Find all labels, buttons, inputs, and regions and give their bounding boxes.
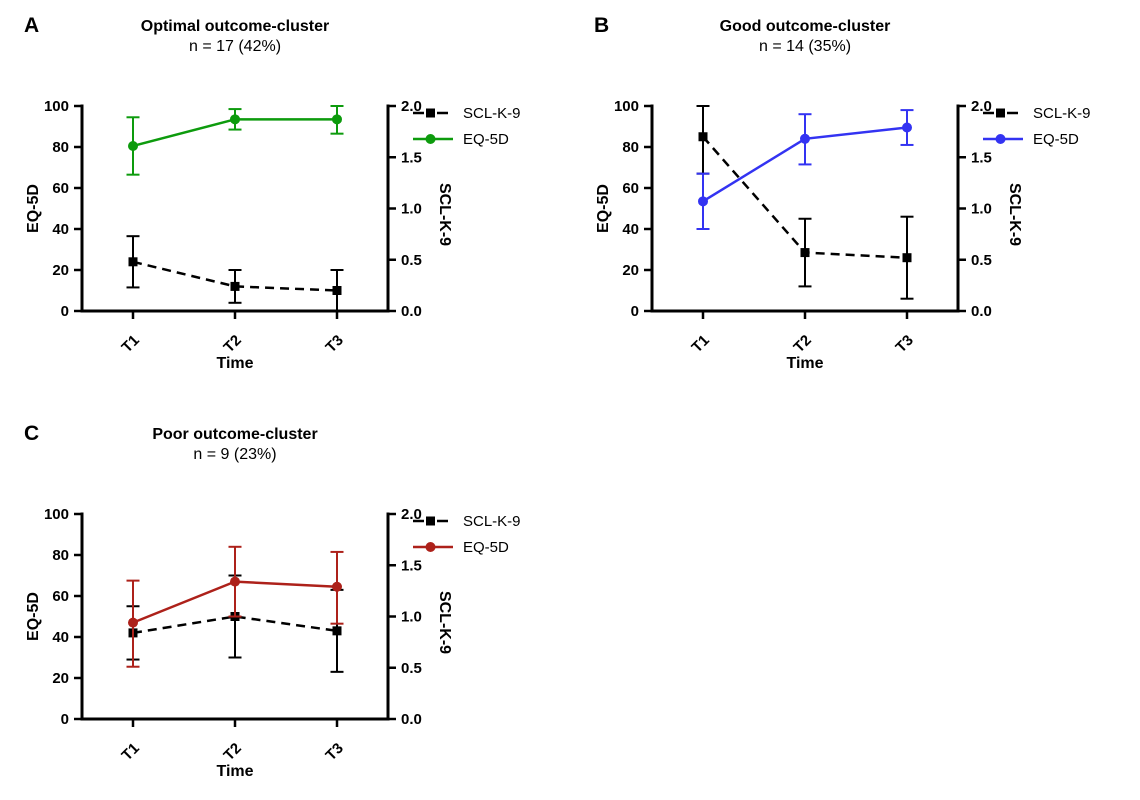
legend-label-scl: SCL-K-9 [463,512,521,530]
legend-label-scl: SCL-K-9 [1033,104,1091,122]
svg-text:100: 100 [44,506,69,523]
svg-text:Time: Time [786,355,823,372]
title-block-c: Poor outcome-cluster n = 9 (23%) [60,425,410,465]
svg-text:SCL-K-9: SCL-K-9 [1006,183,1023,246]
legend-eq-sample-icon [413,542,453,552]
chart-c: 0 20 40 60 80 100 0.0 0.5 1.0 1.5 2.0 T1 T2 T3 EQ-5D SC… [25,506,453,780]
svg-text:1.5: 1.5 [971,149,992,166]
legend-item-eq: EQ-5D [982,126,1091,152]
chart-subtitle-c: n = 9 (23%) [193,446,277,463]
svg-text:1.0: 1.0 [401,201,422,218]
svg-text:EQ-5D: EQ-5D [25,592,42,641]
legend-item-scl: SCL-K-9 [412,100,521,126]
legend-a: SCL-K-9 EQ-5D [412,100,521,152]
svg-text:EQ-5D: EQ-5D [25,184,42,233]
svg-text:60: 60 [622,180,639,197]
svg-text:T1: T1 [118,740,142,764]
svg-text:Time: Time [216,763,253,780]
legend-label-scl: SCL-K-9 [463,104,521,122]
chart-subtitle-a: n = 17 (42%) [188,38,282,55]
svg-text:80: 80 [622,139,639,156]
svg-text:T2: T2 [220,740,244,764]
svg-text:80: 80 [52,547,69,564]
svg-text:0.5: 0.5 [401,660,422,677]
legend-scl-sample-icon [983,108,1023,118]
chart-a: 0 20 40 60 80 100 0.0 0.5 1.0 1.5 2.0 T1 T2 T3 EQ-5D SC… [25,98,453,372]
svg-text:2.0: 2.0 [971,98,992,115]
svg-text:T2: T2 [220,332,244,356]
legend-label-eq: EQ-5D [463,538,509,556]
svg-text:SCL-K-9: SCL-K-9 [436,183,453,246]
svg-text:T3: T3 [322,332,346,356]
legend-b: SCL-K-9 EQ-5D [982,100,1091,152]
chart-title-a: Optimal outcome-cluster [140,18,330,35]
svg-text:SCL-K-9: SCL-K-9 [436,591,453,654]
chart-subtitle-b: n = 14 (35%) [758,38,852,55]
svg-text:T2: T2 [790,332,814,356]
legend-scl-sample-icon [413,108,453,118]
svg-text:1.5: 1.5 [401,557,422,574]
svg-text:20: 20 [52,262,69,279]
legend-item-scl: SCL-K-9 [412,508,521,534]
svg-text:40: 40 [52,221,69,238]
title-block-b: Good outcome-cluster n = 14 (35%) [630,17,980,57]
svg-text:2.0: 2.0 [401,98,422,115]
svg-text:20: 20 [52,670,69,687]
legend-scl-sample-icon [413,516,453,526]
svg-text:60: 60 [52,180,69,197]
legend-item-eq: EQ-5D [412,126,521,152]
panel-letter-a: A [24,14,40,37]
chart-b: 0 20 40 60 80 100 0.0 0.5 1.0 1.5 2.0 T1 T2 T3 EQ-5D SC… [595,98,1023,372]
chart-title-c: Poor outcome-cluster [152,426,318,443]
svg-text:20: 20 [622,262,639,279]
svg-text:T3: T3 [322,740,346,764]
svg-text:100: 100 [614,98,639,115]
svg-text:T3: T3 [892,332,916,356]
svg-text:40: 40 [52,629,69,646]
svg-text:1.0: 1.0 [971,201,992,218]
svg-text:Time: Time [216,355,253,372]
svg-text:EQ-5D: EQ-5D [595,184,612,233]
svg-text:0: 0 [631,303,639,320]
svg-text:0.0: 0.0 [401,303,422,320]
svg-text:T1: T1 [688,332,712,356]
panel-letter-b: B [594,14,610,37]
svg-text:0: 0 [61,303,69,320]
svg-text:1.0: 1.0 [401,609,422,626]
svg-text:80: 80 [52,139,69,156]
svg-text:0: 0 [61,711,69,728]
chart-title-b: Good outcome-cluster [719,18,891,35]
legend-item-scl: SCL-K-9 [982,100,1091,126]
svg-text:0.5: 0.5 [401,252,422,269]
svg-text:0.5: 0.5 [971,252,992,269]
legend-item-eq: EQ-5D [412,534,521,560]
legend-label-eq: EQ-5D [1033,130,1079,148]
svg-text:T1: T1 [118,332,142,356]
svg-text:0.0: 0.0 [401,711,422,728]
title-block-a: Optimal outcome-cluster n = 17 (42%) [60,17,410,57]
svg-text:2.0: 2.0 [401,506,422,523]
svg-text:0.0: 0.0 [971,303,992,320]
svg-text:60: 60 [52,588,69,605]
legend-c: SCL-K-9 EQ-5D [412,508,521,560]
legend-label-eq: EQ-5D [463,130,509,148]
panel-a: 0 20 40 60 80 100 0.0 0.5 1.0 1.5 2.0 T1 T2 T3 EQ-5D SC… [0,0,570,400]
panel-letter-c: C [24,422,40,445]
panel-b: 0 20 40 60 80 100 0.0 0.5 1.0 1.5 2.0 T1 T2 T3 EQ-5D SC… [570,0,1140,400]
svg-text:40: 40 [622,221,639,238]
legend-eq-sample-icon [413,134,453,144]
panel-c: 0 20 40 60 80 100 0.0 0.5 1.0 1.5 2.0 T1 T2 T3 EQ-5D SC… [0,408,570,800]
svg-text:100: 100 [44,98,69,115]
svg-text:1.5: 1.5 [401,149,422,166]
legend-eq-sample-icon [983,134,1023,144]
